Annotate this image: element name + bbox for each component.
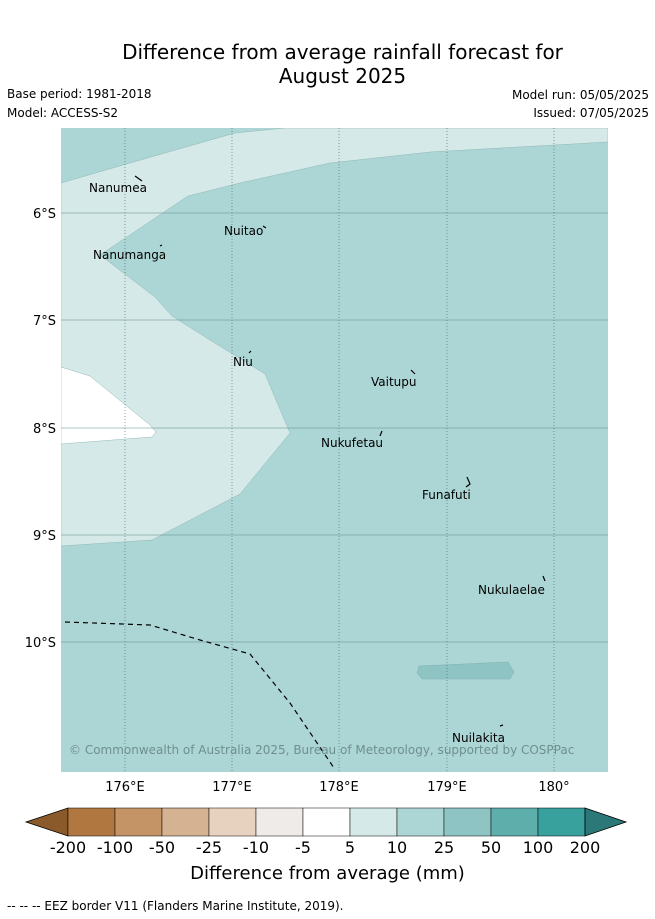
copyright-notice: © Commonwealth of Australia 2025, Bureau…	[69, 743, 574, 757]
colorbar	[24, 807, 628, 837]
colorbar-tick-label: -10	[242, 838, 270, 857]
colorbar-title: Difference from average (mm)	[190, 863, 465, 884]
label-nukufetau: Nukufetau	[321, 436, 383, 450]
title-line-1: Difference from average rainfall forecas…	[122, 40, 563, 64]
colorbar-extend-low	[24, 807, 69, 837]
model-run: Model run: 05/05/2025	[511, 88, 649, 102]
island-nukulaelae	[542, 575, 546, 582]
colorbar-tick-label: -50	[148, 838, 176, 857]
colorbar-tick-label: 10	[386, 838, 408, 857]
label-nanumea: Nanumea	[89, 181, 147, 195]
label-nanumanga: Nanumanga	[93, 248, 166, 262]
eez-footnote: -- -- -- EEZ border V11 (Flanders Marine…	[7, 899, 344, 913]
island-nuilakita	[499, 724, 504, 727]
colorbar-bin	[302, 807, 351, 837]
island-nanumea	[134, 175, 143, 182]
lon-label-179e: 179°E	[427, 780, 467, 795]
label-vaitupu: Vaitupu	[371, 375, 417, 389]
lon-label-177e: 177°E	[212, 780, 252, 795]
island-nuitao	[262, 225, 267, 229]
island-nukufetau	[379, 430, 383, 437]
colorbar-bin	[537, 807, 586, 837]
lon-label-178e: 178°E	[319, 780, 359, 795]
label-nuitao: Nuitao	[224, 224, 263, 238]
lat-label-6s: 6°S	[33, 207, 56, 222]
chart-title: Difference from average rainfall forecas…	[0, 40, 655, 88]
label-funafuti: Funafuti	[422, 488, 471, 502]
lat-label-10s: 10°S	[25, 636, 56, 651]
island-outlines	[134, 175, 546, 727]
colorbar-tick-label: -100	[96, 838, 134, 857]
colorbar-bin	[255, 807, 304, 837]
colorbar-tick-label: -5	[295, 838, 311, 857]
island-niu	[248, 350, 252, 354]
issued-date: Issued: 07/05/2025	[533, 106, 649, 120]
colorbar-bin	[349, 807, 398, 837]
island-funafuti	[465, 476, 471, 488]
title-line-2: August 2025	[278, 64, 407, 88]
rainfall-region-5-10	[61, 128, 608, 547]
latitude-gridlines	[61, 212, 608, 643]
colorbar-tick-label: 200	[569, 838, 601, 857]
model-name: Model: ACCESS-S2	[7, 106, 119, 120]
island-nanumanga	[159, 244, 163, 247]
lon-label-176e: 176°E	[105, 780, 145, 795]
label-nuilakita: Nuilakita	[452, 731, 505, 745]
eez-border	[64, 621, 335, 769]
colorbar-tick-label: 100	[522, 838, 554, 857]
island-vaitupu	[410, 369, 416, 375]
colorbar-bin	[114, 807, 163, 837]
base-period: Base period: 1981-2018	[7, 87, 152, 101]
colorbar-extend-high	[584, 807, 628, 837]
colorbar-tick-label: -25	[195, 838, 223, 857]
lat-label-9s: 9°S	[33, 529, 56, 544]
colorbar-tick-label: -200	[49, 838, 87, 857]
colorbar-tick-label: 5	[344, 838, 356, 857]
colorbar-bin	[443, 807, 492, 837]
longitude-gridlines	[124, 128, 555, 772]
label-nukulaelae: Nukulaelae	[478, 583, 545, 597]
rainfall-region-25-50	[416, 661, 515, 680]
lon-label-180: 180°	[538, 780, 569, 795]
lat-label-8s: 8°S	[33, 422, 56, 437]
colorbar-bin	[396, 807, 445, 837]
rainfall-region-neutral	[61, 366, 157, 445]
colorbar-tick-label: 50	[480, 838, 502, 857]
label-niu: Niu	[233, 355, 253, 369]
lat-label-7s: 7°S	[33, 314, 56, 329]
colorbar-tick-label: 25	[433, 838, 455, 857]
colorbar-bin	[67, 807, 116, 837]
colorbar-bin	[161, 807, 210, 837]
colorbar-bin	[208, 807, 257, 837]
colorbar-bin	[490, 807, 539, 837]
